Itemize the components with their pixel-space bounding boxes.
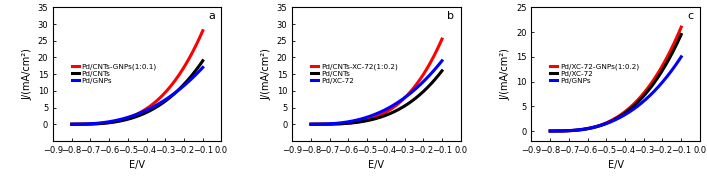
Text: c: c [687, 11, 693, 21]
Text: b: b [447, 11, 454, 21]
Y-axis label: J/(mA/cm²): J/(mA/cm²) [22, 48, 32, 100]
X-axis label: E/V: E/V [368, 160, 385, 170]
Legend: Pd/CNTs-GNPs(1:0.1), Pd/CNTs, Pd/GNPs: Pd/CNTs-GNPs(1:0.1), Pd/CNTs, Pd/GNPs [70, 62, 158, 85]
Text: a: a [208, 11, 215, 21]
X-axis label: E/V: E/V [129, 160, 145, 170]
Legend: Pd/CNTs-XC-72(1:0.2), Pd/CNTs, Pd/XC-72: Pd/CNTs-XC-72(1:0.2), Pd/CNTs, Pd/XC-72 [310, 62, 399, 85]
Legend: Pd/XC-72-GNPs(1:0.2), Pd/XC-72, Pd/GNPs: Pd/XC-72-GNPs(1:0.2), Pd/XC-72, Pd/GNPs [549, 62, 641, 85]
X-axis label: E/V: E/V [608, 160, 624, 170]
Y-axis label: J/(mA/cm²): J/(mA/cm²) [501, 48, 510, 100]
Y-axis label: J/(mA/cm²): J/(mA/cm²) [261, 48, 271, 100]
